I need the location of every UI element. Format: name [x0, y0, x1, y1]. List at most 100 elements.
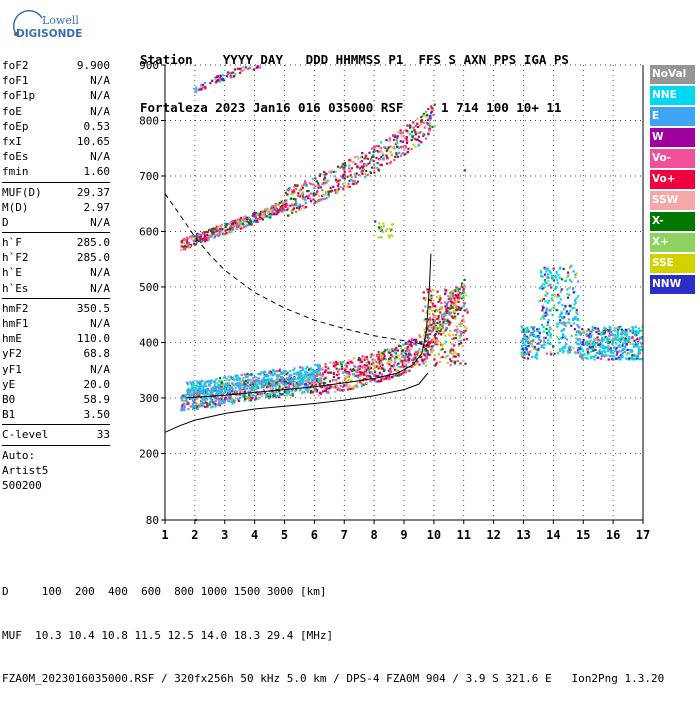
- echo-point: [586, 340, 589, 343]
- echo-point: [423, 345, 426, 348]
- echo-point: [380, 366, 383, 370]
- echo-point: [315, 370, 318, 373]
- echo-point: [181, 399, 184, 402]
- echo-point: [586, 352, 589, 355]
- echo-point: [453, 344, 456, 347]
- echo-point: [188, 394, 191, 397]
- echo-point: [429, 333, 432, 336]
- echo-point: [197, 238, 200, 241]
- echo-point: [214, 231, 217, 234]
- echo-point: [593, 358, 596, 361]
- echo-point: [621, 344, 624, 347]
- echo-point: [375, 360, 378, 364]
- echo-point: [565, 343, 568, 346]
- echo-point: [577, 280, 580, 283]
- echo-point: [556, 325, 559, 328]
- echo-point: [211, 230, 214, 233]
- echo-point: [186, 382, 189, 385]
- echo-point: [575, 297, 578, 300]
- echo-point: [567, 352, 570, 355]
- echo-point: [209, 391, 212, 394]
- param-value: N/A: [90, 266, 110, 280]
- echo-point: [330, 169, 333, 172]
- echo-point: [428, 341, 431, 344]
- echo-point: [628, 339, 631, 342]
- echo-point: [437, 300, 440, 304]
- echo-point: [541, 285, 544, 288]
- echo-point: [634, 332, 637, 335]
- echo-point: [544, 300, 547, 303]
- echo-point: [414, 145, 417, 148]
- echo-point: [327, 193, 330, 197]
- echo-point: [364, 175, 367, 179]
- echo-point: [365, 368, 368, 371]
- echo-point: [604, 351, 607, 354]
- echo-point: [280, 200, 283, 203]
- echo-point: [248, 378, 252, 381]
- echo-point: [541, 305, 544, 308]
- echo-point: [332, 386, 335, 389]
- echo-point: [201, 86, 205, 89]
- echo-point: [611, 358, 614, 361]
- echo-point: [454, 328, 457, 332]
- echo-point: [624, 328, 627, 331]
- echo-point: [265, 207, 268, 210]
- echo-point: [462, 315, 465, 318]
- echo-point: [527, 351, 530, 354]
- echo-point: [603, 345, 606, 348]
- echo-point: [334, 385, 337, 388]
- echo-point: [557, 338, 560, 341]
- echo-point: [289, 377, 292, 380]
- echo-point: [204, 393, 207, 396]
- echo-point: [221, 228, 224, 231]
- echo-point: [562, 328, 565, 331]
- echo-point: [262, 389, 265, 392]
- echo-point: [224, 396, 227, 399]
- echo-point: [278, 201, 281, 204]
- echo-point: [420, 120, 423, 123]
- echo-point: [627, 328, 630, 331]
- echo-point: [556, 279, 559, 282]
- echo-point: [214, 228, 217, 231]
- echo-point: [184, 244, 187, 248]
- echo-point: [216, 393, 219, 396]
- echo-point: [274, 208, 278, 211]
- echo-point: [204, 401, 207, 404]
- echo-point: [438, 320, 441, 323]
- echo-point: [239, 216, 242, 220]
- echo-point: [311, 372, 314, 375]
- echo-point: [624, 339, 627, 342]
- echo-point: [365, 361, 368, 364]
- trace-curve: [185, 253, 432, 399]
- echo-point: [335, 180, 338, 183]
- echo-point: [298, 205, 302, 208]
- echo-point: [259, 213, 262, 216]
- echo-point: [551, 275, 554, 278]
- param-separator: [2, 181, 110, 183]
- echo-point: [374, 380, 377, 383]
- echo-point: [187, 408, 190, 411]
- echo-point: [211, 79, 214, 82]
- echo-point: [628, 357, 631, 360]
- echo-point: [224, 383, 227, 386]
- echo-point: [536, 328, 539, 331]
- echo-point: [398, 151, 401, 154]
- echo-point: [203, 383, 206, 386]
- echo-point: [456, 287, 459, 290]
- echo-point: [550, 327, 553, 330]
- echo-point: [391, 355, 394, 358]
- echo-point: [462, 289, 465, 292]
- echo-point: [456, 300, 459, 303]
- echo-point: [318, 184, 321, 187]
- echo-point: [571, 307, 574, 310]
- echo-point: [595, 330, 598, 333]
- echo-point: [193, 237, 196, 240]
- echo-point: [636, 337, 639, 340]
- echo-point: [212, 232, 215, 235]
- echo-point: [373, 165, 376, 168]
- echo-point: [301, 377, 304, 380]
- echo-point: [431, 341, 434, 344]
- header-labels: Station YYYY DAY DDD HHMMSS P1 FFS S AXN…: [140, 52, 569, 67]
- echo-point: [203, 399, 207, 402]
- echo-point: [460, 307, 463, 310]
